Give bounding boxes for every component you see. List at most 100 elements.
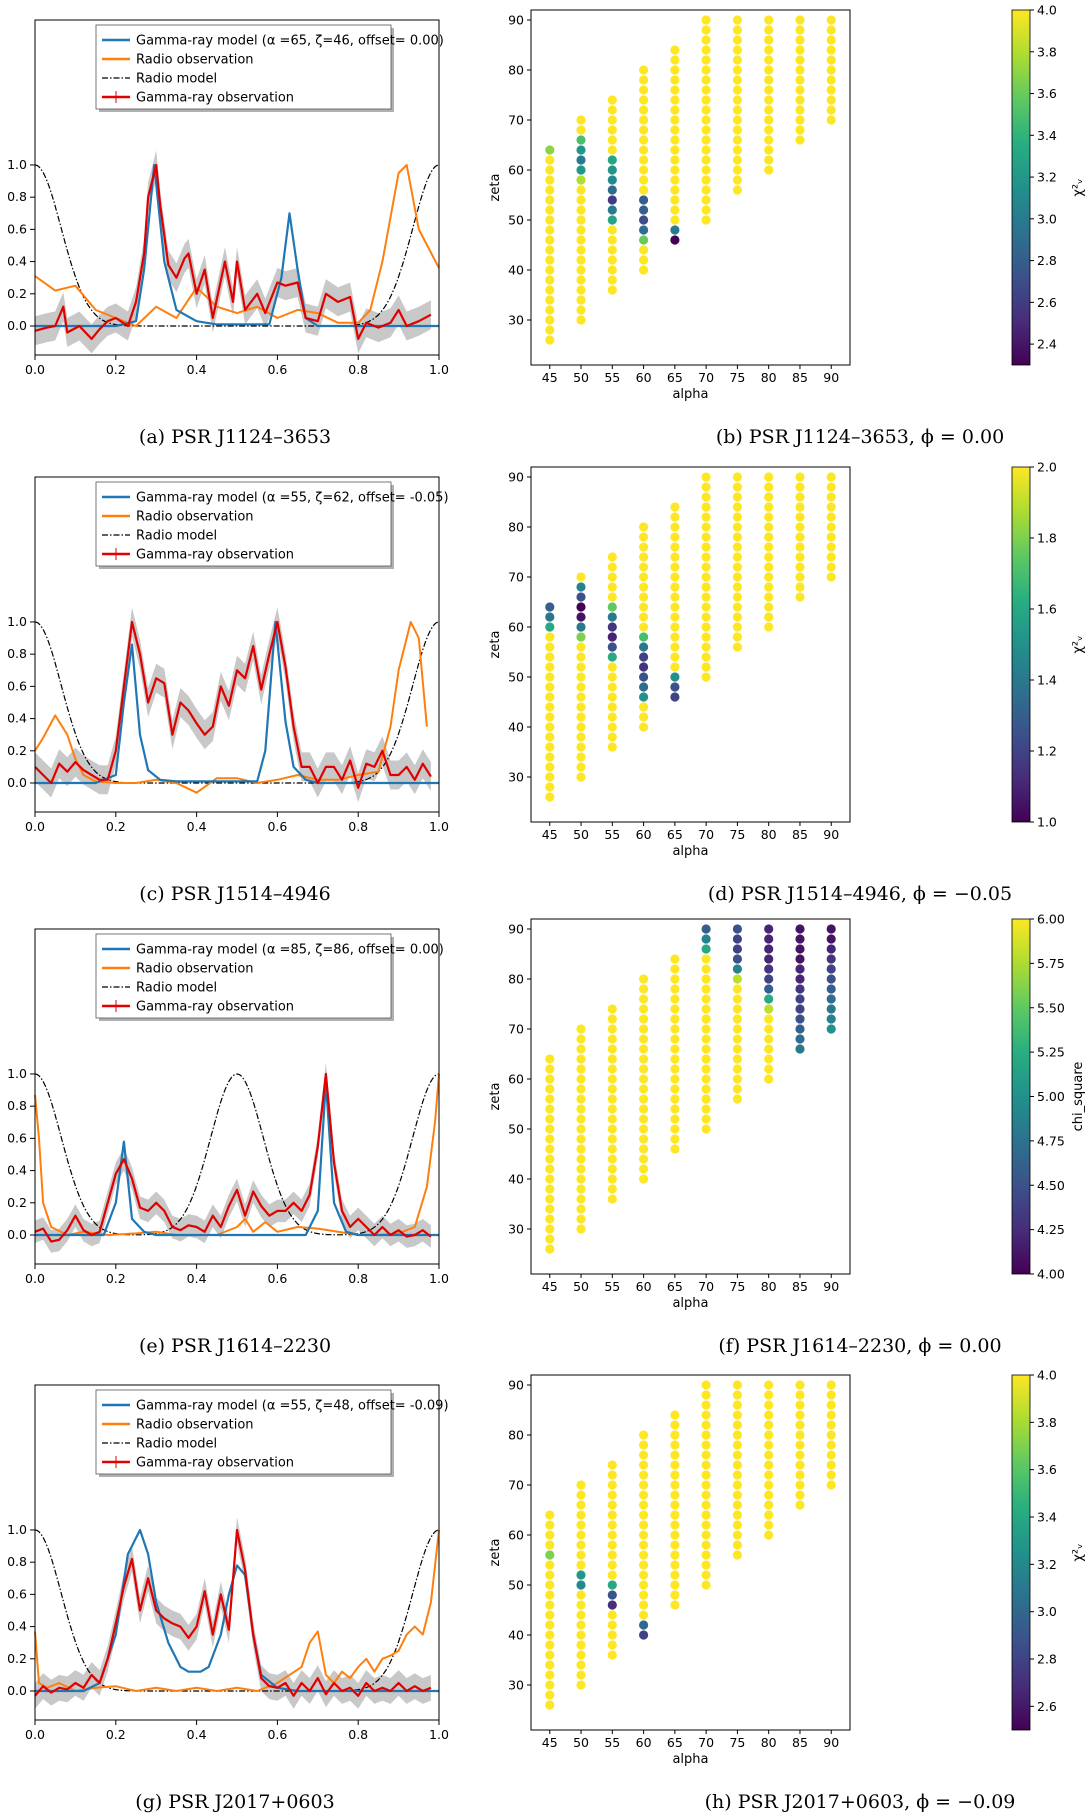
scatter-point [607, 1054, 617, 1064]
scatter-point [639, 612, 649, 622]
scatter-point [732, 1410, 743, 1420]
x-tick-label: 60 [636, 370, 652, 385]
scatter-point [764, 105, 774, 115]
scatter-point [670, 125, 680, 135]
scatter-point [670, 1044, 680, 1054]
scatter-point [639, 582, 649, 592]
scatter-point [764, 125, 774, 135]
scatter-point [764, 612, 774, 622]
y-tick-label: 90 [508, 1378, 524, 1393]
scatter-point [701, 964, 711, 974]
scatter-point [607, 1640, 617, 1650]
y-tick-label: 60 [508, 1528, 524, 1543]
scatter-point [670, 1470, 680, 1480]
scatter-point [670, 1064, 680, 1074]
x-tick-label: 60 [636, 1279, 652, 1294]
scatter-point [576, 622, 586, 632]
radio-model-line [34, 164, 440, 327]
scatter-point [576, 1660, 586, 1670]
scatter-point [576, 205, 586, 215]
scatter-point [607, 572, 617, 582]
scatter-point [545, 1570, 555, 1580]
scatter-point [701, 1490, 711, 1500]
scatter-point [576, 1224, 586, 1234]
y-tick-label: 80 [508, 520, 524, 535]
legend-box [95, 933, 392, 1019]
scatter-point [576, 1114, 586, 1124]
scatter-point [607, 265, 617, 275]
scatter-point [576, 1214, 586, 1224]
scatter-point [545, 702, 555, 712]
panel-e: 0.0 0.2 0.4 0.6 0.8 1.0 0.0 0.2 0.4 0.6 0.8 1.0 Gamm… [7, 928, 449, 1286]
scatter-point [826, 572, 836, 582]
scatter-point [764, 165, 774, 175]
scatter-point [732, 1470, 743, 1480]
x-tick-label: 75 [729, 1735, 745, 1750]
scatter-point [826, 95, 836, 105]
scatter-point [732, 45, 743, 55]
scatter-point [576, 165, 586, 175]
scatter-point [545, 205, 555, 215]
panel-c: 0.0 0.2 0.4 0.6 0.8 1.0 0.0 0.2 0.4 0.6 0.8 1.0 Gamm… [7, 476, 449, 834]
scatter-point [795, 984, 805, 994]
scatter-point [764, 1024, 774, 1034]
y-tick-label: 0.0 [7, 318, 27, 333]
scatter-point [732, 185, 743, 195]
scatter-point [701, 35, 711, 45]
scatter-point [670, 1094, 680, 1104]
y-tick-label: 90 [508, 13, 524, 28]
scatter-point [545, 215, 555, 225]
scatter-point [701, 1044, 711, 1054]
scatter-point [545, 1620, 555, 1630]
scatter-point [639, 1084, 649, 1094]
scatter-point [607, 155, 617, 165]
scatter-point [576, 1590, 586, 1600]
scatter-point [576, 1630, 586, 1640]
scatter-point [576, 722, 586, 732]
scatter-point [545, 732, 555, 742]
colorbar-tick-label: 2.6 [1037, 1699, 1057, 1714]
scatter-point [607, 145, 617, 155]
scatter-point [732, 135, 743, 145]
scatter-point [764, 1420, 774, 1430]
scatter-point [545, 195, 555, 205]
scatter-point [576, 1650, 586, 1660]
scatter-point [576, 1104, 586, 1114]
scatter-point [670, 1440, 680, 1450]
scatter-point [670, 662, 680, 672]
scatter-point [764, 85, 774, 95]
scatter-point [545, 772, 555, 782]
scatter-point [795, 1450, 805, 1460]
scatter-point [764, 552, 774, 562]
scatter-point [607, 275, 617, 285]
scatter-point [764, 155, 774, 165]
scatter-point [732, 642, 743, 652]
y-axis-label: zeta [488, 631, 503, 659]
scatter-point [795, 1430, 805, 1440]
scatter-point [670, 522, 680, 532]
scatter-point [670, 75, 680, 85]
x-tick-label: 90 [823, 1735, 839, 1750]
scatter-point [670, 954, 680, 964]
scatter-point [764, 1430, 774, 1440]
scatter-point [576, 1530, 586, 1540]
scatter-point [732, 944, 743, 954]
y-tick-label: 0.0 [7, 775, 27, 790]
scatter-point [576, 592, 586, 602]
scatter-point [545, 295, 555, 305]
scatter-point [670, 235, 680, 245]
scatter-point [576, 1184, 586, 1194]
scatter-point [545, 185, 555, 195]
radio-obs-line [34, 1073, 440, 1236]
scatter-point [545, 1510, 555, 1520]
scatter-point [701, 482, 711, 492]
scatter-point [764, 65, 774, 75]
x-tick-label: 50 [573, 1735, 589, 1750]
scatter-point [732, 1450, 743, 1460]
legend-label: Radio model [136, 72, 217, 87]
scatter-point [639, 175, 649, 185]
scatter-point [732, 175, 743, 185]
x-tick-label: 0.2 [106, 1271, 126, 1286]
x-tick-label: 45 [542, 1279, 558, 1294]
scatter-point [639, 1114, 649, 1124]
